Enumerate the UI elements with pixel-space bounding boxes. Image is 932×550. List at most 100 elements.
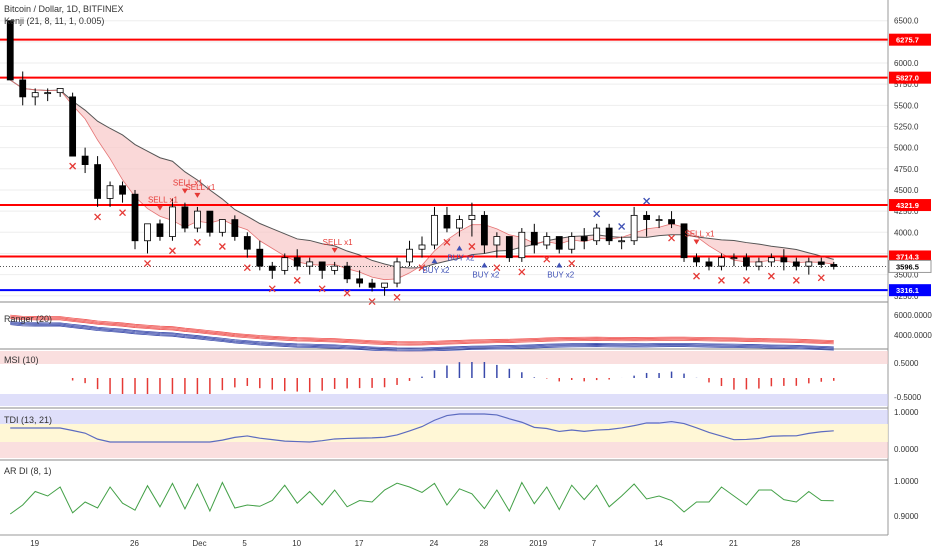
candle-body: [693, 257, 700, 263]
time-tick-label: 17: [355, 539, 364, 548]
sell-arrow: [693, 239, 700, 245]
time-tick-label: 28: [479, 539, 488, 548]
x-marker: [468, 243, 476, 250]
ranger-upper-line: [10, 315, 834, 344]
candle-body: [106, 185, 114, 199]
time-tick-label: 26: [130, 539, 139, 548]
price-tick-label: 4500.0: [894, 186, 919, 195]
time-tick-label: 21: [729, 539, 738, 548]
time-axis: 19 26 Dec 5 10 17 24 28 2019 7 14 21 28: [30, 539, 801, 548]
candle-body: [343, 265, 351, 280]
candle-body: [331, 265, 339, 271]
candle-body: [668, 219, 675, 225]
x-marker: [792, 276, 800, 284]
ardi-tick-high: 1.0000: [894, 477, 919, 486]
candle-body: [393, 261, 401, 284]
x-marker: [343, 289, 351, 297]
candle-body: [281, 257, 289, 271]
candle-body: [381, 282, 388, 288]
x-marker: [144, 259, 151, 267]
time-tick-label: 14: [654, 539, 663, 548]
candle-body: [630, 214, 638, 242]
candle-body: [44, 92, 52, 95]
buy-signal-label: BUY x2: [422, 266, 450, 275]
price-tick-label: 4250.0: [894, 207, 919, 216]
price-tick-label: 6000.0: [894, 59, 919, 68]
time-tick-label: 28: [791, 539, 800, 548]
x-marker: [568, 259, 576, 267]
level-tag-label: 3316.1: [896, 286, 919, 295]
level-tag: [888, 259, 932, 273]
candle-body: [705, 261, 713, 267]
x-marker: [393, 293, 401, 301]
ardi-tick-low: 0.9000: [894, 512, 919, 521]
candle-body: [406, 248, 413, 263]
x-marker: [643, 197, 651, 205]
candle-body: [655, 219, 663, 221]
ardi-line: [9, 481, 834, 515]
x-marker: [767, 272, 775, 280]
candle-body: [468, 214, 476, 220]
price-tick-label: 4000.0: [894, 228, 919, 237]
candle-body: [593, 227, 601, 242]
x-marker: [668, 234, 676, 242]
level-tag: [889, 33, 931, 46]
ardi-pane: [9, 481, 834, 515]
price-tick-label: 5500.0: [894, 101, 919, 110]
buy-signal-label: BUY x2: [472, 270, 500, 279]
level-tag-label: 4321.9: [896, 201, 919, 210]
ranger-pane: [10, 314, 834, 352]
price-tick-label: 3250.0: [894, 292, 919, 301]
candle-body: [456, 219, 463, 229]
x-marker: [543, 255, 551, 263]
candle-body: [318, 261, 326, 271]
candle-body: [805, 261, 813, 267]
candle-body: [431, 214, 438, 246]
sell-signal-label: SELL x1: [185, 183, 215, 192]
level-lines: [0, 38, 888, 292]
level-tag: [889, 71, 931, 84]
candle-body: [568, 236, 576, 250]
candle-body: [206, 210, 214, 233]
tdi-tick-high: 1.0000: [894, 408, 919, 417]
time-tick-label: 2019: [529, 539, 547, 548]
candle-body: [792, 261, 800, 267]
buy-arrow: [481, 262, 488, 268]
price-tick-label: 6500.0: [894, 17, 919, 26]
candle-body: [618, 240, 626, 243]
candle-body: [505, 236, 513, 259]
candle-body: [780, 257, 788, 263]
msi-pane: [71, 362, 835, 394]
tdi-tick-low: 0.0000: [894, 445, 919, 454]
candle-body: [555, 236, 563, 250]
buy-arrow: [431, 258, 438, 264]
sell-signal-label: SELL x1: [685, 229, 715, 238]
candle-body: [56, 88, 64, 94]
candle-body: [169, 206, 176, 237]
candle-body: [194, 210, 201, 229]
candle-body: [518, 231, 526, 259]
cloud-fill: [10, 79, 834, 280]
candle-body: [144, 223, 151, 242]
ardi-title: AR DI (8, 1): [4, 466, 52, 476]
candle-body: [31, 92, 39, 98]
chart-title: Bitcoin / Dollar, 1D, BITFINEX: [4, 4, 124, 14]
candle-body: [131, 193, 139, 242]
candle-body: [156, 223, 164, 237]
level-tag: [889, 250, 931, 263]
price-tick-label: 3500.0: [894, 271, 919, 280]
x-marker: [318, 285, 326, 293]
ranger-lower-line: [10, 323, 834, 351]
candle-body: [755, 261, 763, 267]
tdi-title: TDI (13, 21): [4, 415, 52, 425]
level-tag-label: 3596.5: [896, 262, 919, 271]
x-marker: [293, 276, 301, 284]
candle-body: [543, 236, 551, 246]
x-marker: [418, 264, 426, 272]
level-tag: [889, 284, 931, 297]
x-marker: [618, 223, 626, 230]
x-marker: [443, 238, 451, 246]
candle-body: [293, 257, 301, 267]
time-tick-label: Dec: [192, 539, 206, 548]
